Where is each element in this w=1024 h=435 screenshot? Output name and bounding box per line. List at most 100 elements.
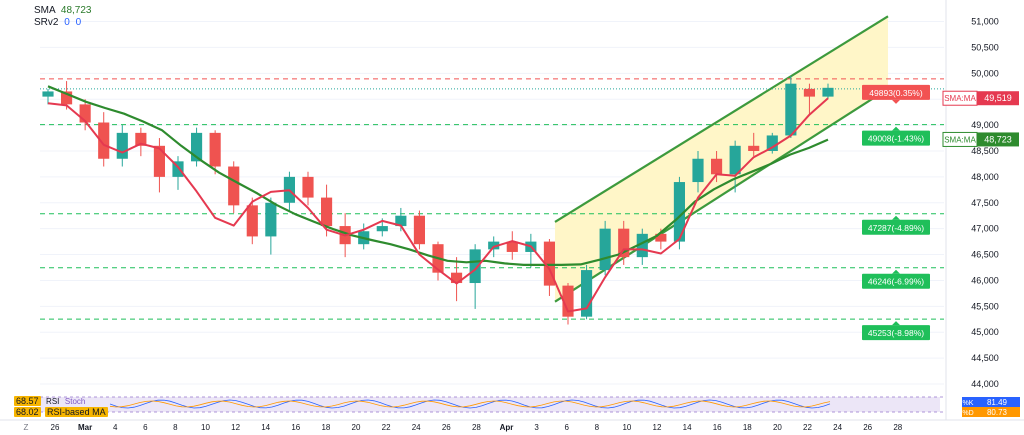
rsi-legend[interactable]: 68.57 RSI Stoch xyxy=(14,396,85,406)
time-tick-label: 8 xyxy=(595,423,600,432)
candlestick-series[interactable] xyxy=(42,75,834,325)
price-tick-label: 48,500 xyxy=(971,146,999,156)
time-tick-label: 20 xyxy=(773,423,782,432)
rsi-ma-legend[interactable]: 68.02 RSI-based MA xyxy=(14,407,108,417)
candle-body[interactable] xyxy=(803,88,815,97)
candle-body[interactable] xyxy=(395,215,407,227)
ma-price-label: 48,723 xyxy=(984,134,1012,144)
oscillator-band xyxy=(40,397,940,412)
candle-body[interactable] xyxy=(766,135,778,151)
time-axis[interactable]: Z 26 Mar 4 6 8 10 12 14 16 18 20 22 24 26 28 Apr 3 6 8 10 12 1… xyxy=(0,419,1024,432)
candle-body[interactable] xyxy=(748,145,760,151)
price-tick-label: 45,000 xyxy=(971,327,999,337)
time-tick-label: 10 xyxy=(201,423,210,432)
candle-body[interactable] xyxy=(42,91,54,97)
sma-legend[interactable]: SMA 48,723 xyxy=(34,5,92,16)
candle-body[interactable] xyxy=(636,233,648,258)
sma-legend-label: SMA xyxy=(34,5,56,16)
candle-body[interactable] xyxy=(265,202,277,237)
time-tick-label: 3 xyxy=(534,423,539,432)
time-tick-label: 26 xyxy=(863,423,872,432)
price-tick-label: 50,500 xyxy=(971,42,999,52)
time-tick-label: 28 xyxy=(472,423,481,432)
candle-body[interactable] xyxy=(581,270,593,317)
time-tick-label: 4 xyxy=(113,423,118,432)
moving-averages xyxy=(47,85,829,313)
candle-body[interactable] xyxy=(246,205,258,237)
stoch-k-value: 81.49 xyxy=(987,398,1008,407)
level-badge[interactable] xyxy=(862,273,930,289)
time-tick-label: 18 xyxy=(321,423,330,432)
grid xyxy=(40,21,944,385)
level-badge-label: 46246(-6.99%) xyxy=(868,277,924,287)
candle-body[interactable] xyxy=(488,241,500,250)
candle-body[interactable] xyxy=(729,145,741,175)
price-tick-label: 46,000 xyxy=(971,275,999,285)
candle-body[interactable] xyxy=(413,215,425,245)
candle-body[interactable] xyxy=(655,233,667,242)
candle-body[interactable] xyxy=(302,176,314,198)
level-arrow-up xyxy=(892,269,900,274)
level-labels: 49893(0.35%) 49008(-1.43%) 47287(-4.89%) 46… xyxy=(862,84,1019,341)
time-tick-label: 16 xyxy=(713,423,722,432)
time-tick-label: 22 xyxy=(803,423,812,432)
stoch-d-badge-label: %D xyxy=(962,410,973,417)
stoch-label: Stoch xyxy=(64,397,86,406)
candle-body[interactable] xyxy=(599,228,611,271)
candle-body[interactable] xyxy=(506,241,518,252)
candle-body[interactable] xyxy=(562,285,574,317)
channel-upper-line[interactable] xyxy=(554,15,889,223)
time-tick-label: 26 xyxy=(442,423,451,432)
sma-legend-value: 48,723 xyxy=(60,5,92,16)
level-arrow-up xyxy=(892,215,900,220)
time-tick-label: 14 xyxy=(683,423,692,432)
candle-body[interactable] xyxy=(469,249,481,284)
candle-body[interactable] xyxy=(673,182,685,242)
price-tick-label: 44,000 xyxy=(971,379,999,389)
candle-body[interactable] xyxy=(822,87,834,97)
candle-body[interactable] xyxy=(116,132,128,159)
level-badge[interactable] xyxy=(862,130,930,146)
candle-body[interactable] xyxy=(135,132,147,146)
timezone-icon[interactable]: Z xyxy=(24,423,29,432)
candle-body[interactable] xyxy=(79,104,91,123)
time-tick-label: 24 xyxy=(833,423,842,432)
candle-body[interactable] xyxy=(98,122,110,159)
srv-legend-value-2: 0 xyxy=(75,17,82,28)
time-tick-label: 20 xyxy=(352,423,361,432)
level-badge[interactable] xyxy=(862,325,930,341)
candle-body[interactable] xyxy=(711,158,723,175)
candle-body[interactable] xyxy=(692,158,704,183)
candle-body[interactable] xyxy=(153,145,165,177)
candle-body[interactable] xyxy=(191,132,203,162)
price-tick-label: 47,500 xyxy=(971,198,999,208)
time-tick-label: 6 xyxy=(143,423,148,432)
oscillator-pane: %K 81.49 %D 80.73 xyxy=(40,396,1020,417)
level-badge[interactable] xyxy=(862,219,930,235)
candle-body[interactable] xyxy=(172,161,184,177)
candle-body[interactable] xyxy=(228,166,240,206)
candle-body[interactable] xyxy=(209,132,221,167)
candle-body[interactable] xyxy=(61,91,73,105)
candle-body[interactable] xyxy=(376,226,388,232)
price-tick-label: 47,000 xyxy=(971,224,999,234)
candle-body[interactable] xyxy=(618,228,630,258)
srv-legend[interactable]: SRv2 0 0 xyxy=(34,17,81,28)
time-tick-label: 8 xyxy=(173,423,178,432)
time-tick-label: Apr xyxy=(500,423,514,432)
time-tick-label: 14 xyxy=(261,423,270,432)
price-tick-label: 48,000 xyxy=(971,172,999,182)
level-badge[interactable] xyxy=(862,84,930,100)
price-axis[interactable]: 51,00050,50050,00049,50049,00048,50048,0… xyxy=(945,0,999,420)
candle-body[interactable] xyxy=(451,272,463,284)
candle-body[interactable] xyxy=(321,197,333,227)
candle-body[interactable] xyxy=(785,83,797,136)
level-badge-label: 49893(0.35%) xyxy=(869,88,923,98)
sma-short-line[interactable] xyxy=(47,97,829,313)
candle-body[interactable] xyxy=(543,241,555,286)
ma-price-tag xyxy=(977,91,1019,106)
time-tick-label: 6 xyxy=(564,423,569,432)
price-tick-label: 46,500 xyxy=(971,250,999,260)
stoch-d-badge xyxy=(962,407,974,417)
